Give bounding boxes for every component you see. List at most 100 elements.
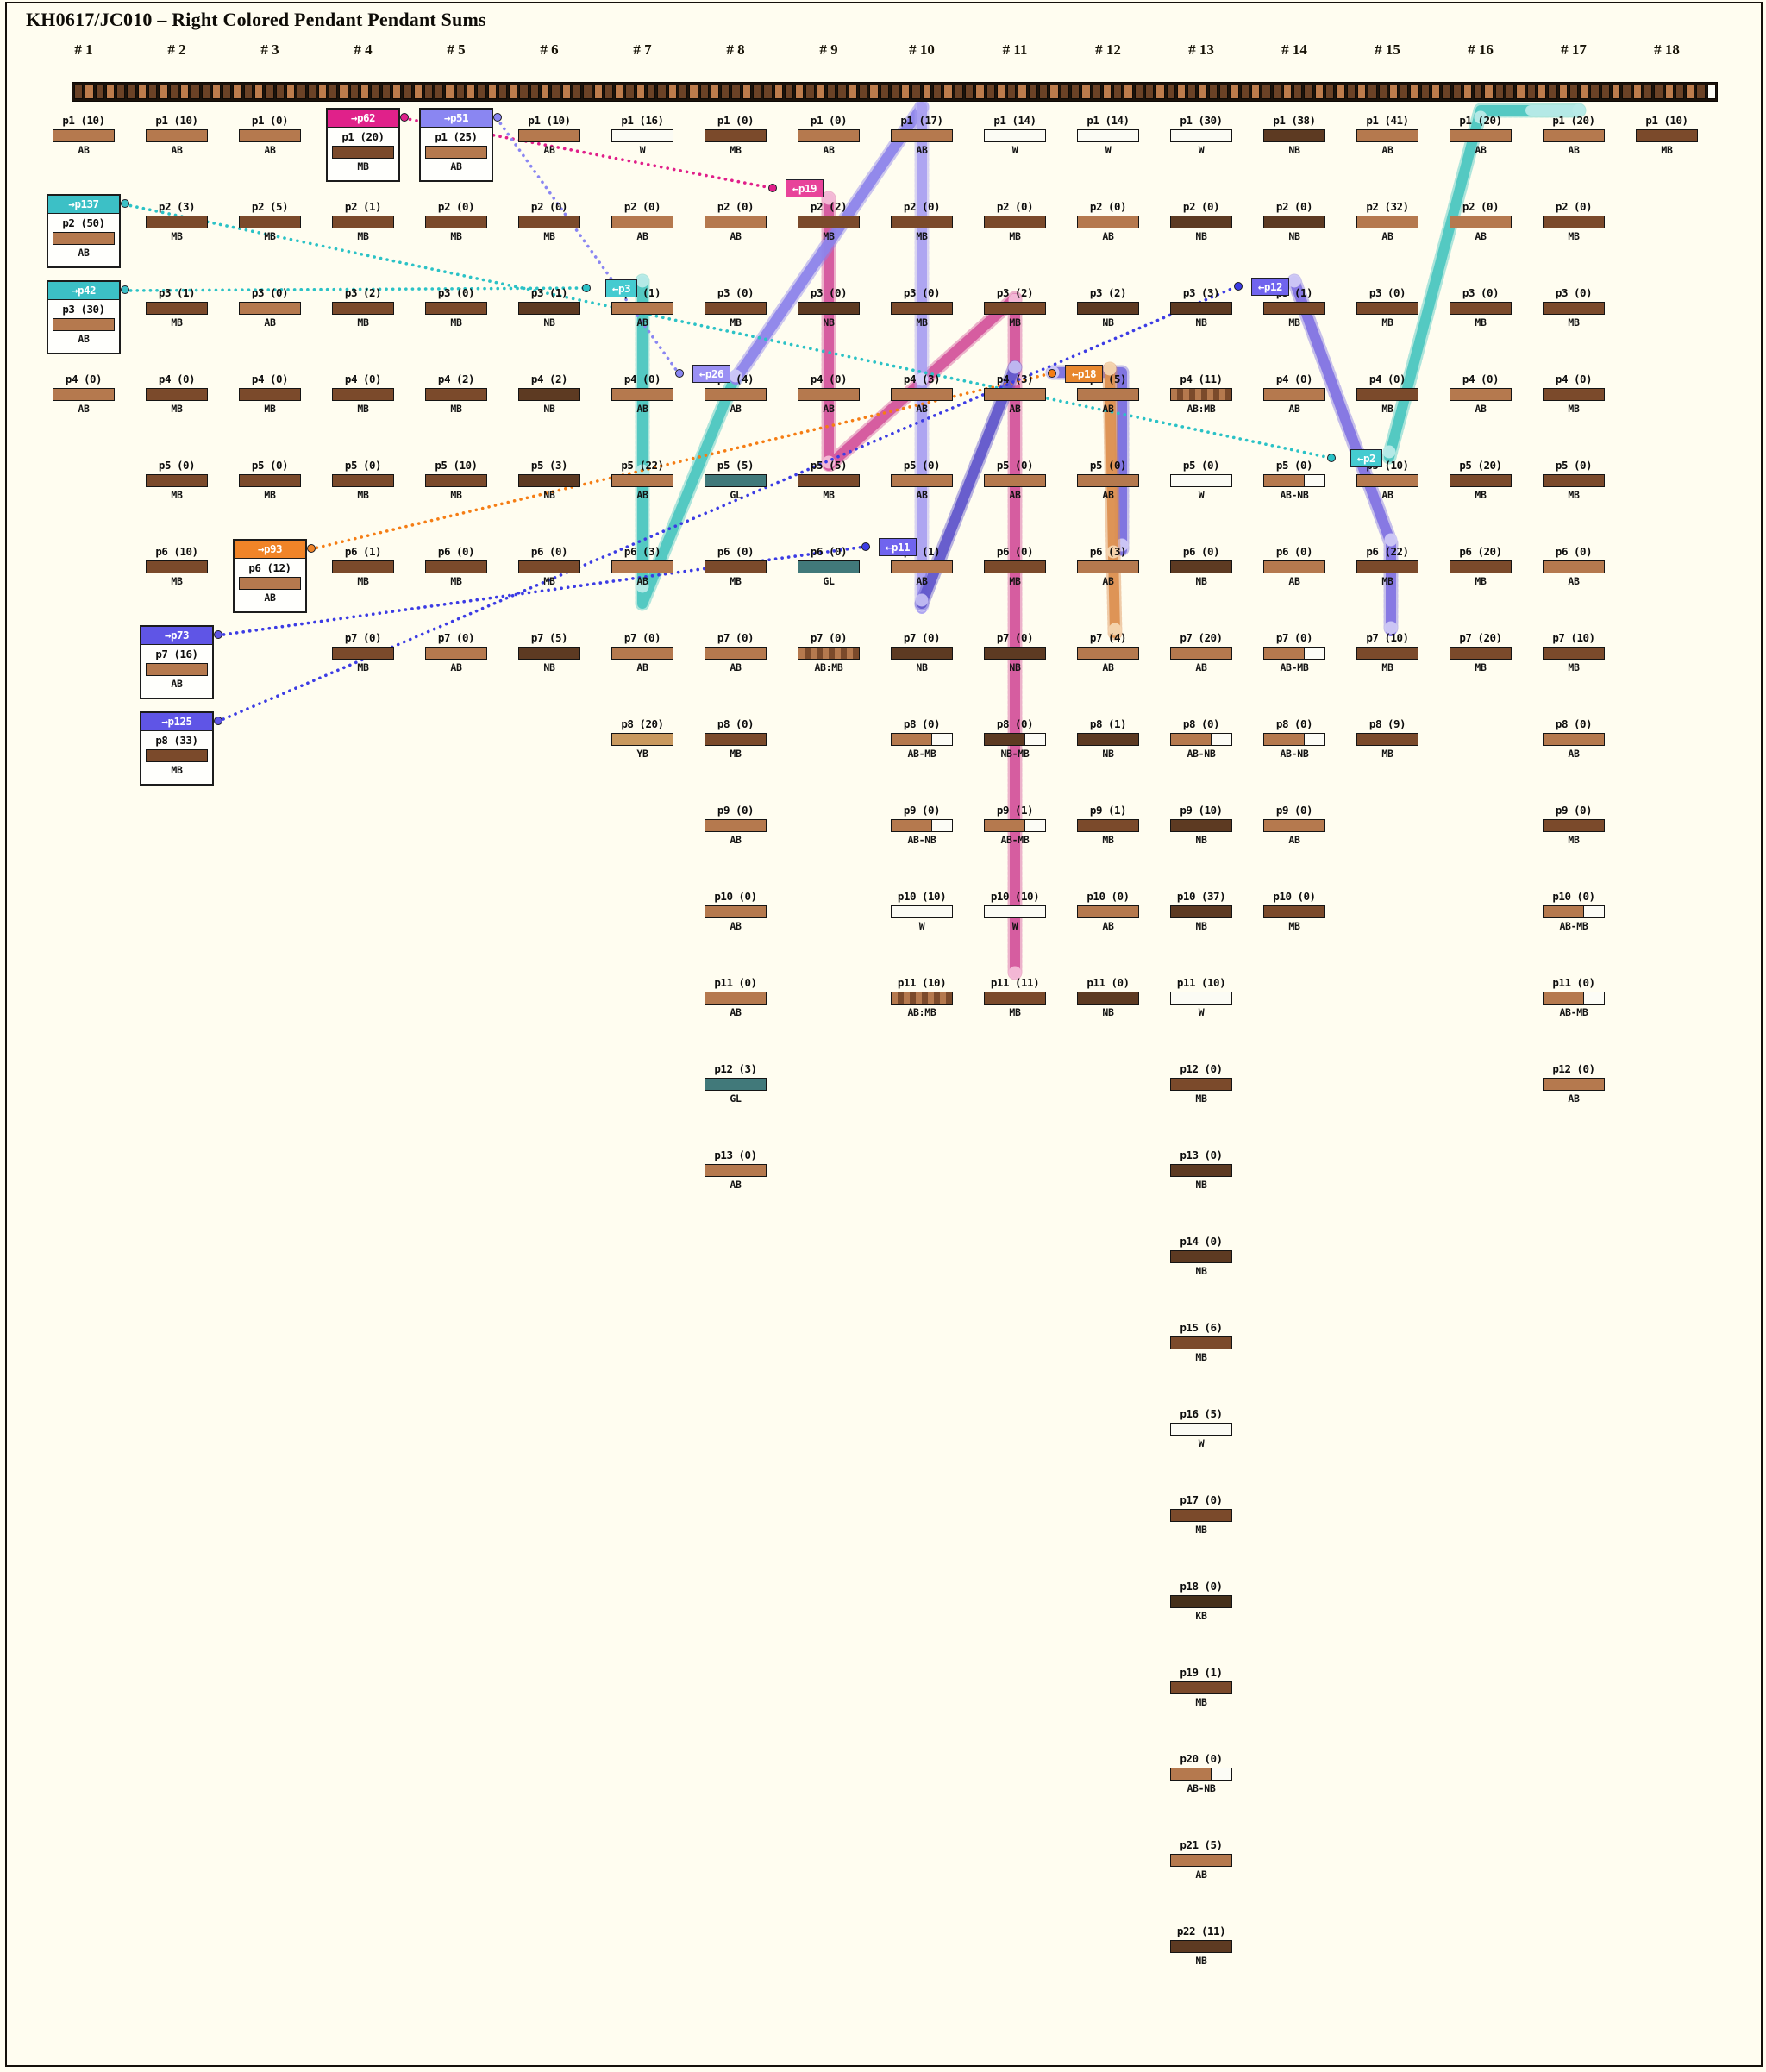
pendant-color-code: NB (1009, 661, 1021, 673)
pattern-segment (403, 85, 412, 99)
pendant-label: p4 (0) (1462, 372, 1500, 385)
pattern-segment (1187, 85, 1197, 99)
connector-line (122, 203, 1332, 460)
pendant-label: p1 (10) (1645, 114, 1688, 127)
pendant-cell: p3 (1) NB (513, 287, 586, 328)
pendant-label: p18 (0) (1180, 1580, 1223, 1593)
pendant-color-code: MB (171, 230, 183, 242)
pendant-cell: p3 (3) NB (1165, 287, 1237, 328)
pendant-bar (1356, 647, 1418, 660)
pendant-color-code: MB (730, 575, 742, 587)
pendant-label: p6 (0) (1182, 545, 1220, 558)
pendant-color-code: AB (1102, 489, 1114, 501)
pendant-label: p10 (37) (1176, 890, 1226, 903)
pattern-segment (169, 85, 178, 99)
pendant-bar (1077, 733, 1139, 746)
pendant-cell: p4 (0) MB (1351, 373, 1424, 414)
pendant-label: p10 (0) (714, 890, 757, 903)
pattern-segment (848, 85, 857, 99)
pendant-label: p6 (3) (1089, 545, 1127, 558)
pendant-label: p2 (0) (717, 200, 755, 213)
pendant-bar (984, 647, 1046, 660)
pendant-color-code: MB (357, 230, 369, 242)
pendant-bar (518, 647, 580, 660)
pendant-bar (611, 216, 673, 228)
pendant-label: p6 (0) (810, 545, 848, 558)
pendant-color-code: AB (78, 403, 90, 415)
pendant-cell: p12 (3) GL (699, 1063, 772, 1104)
pendant-color-code: AB (1475, 144, 1487, 156)
pendant-bar (611, 647, 673, 660)
pattern-segment (753, 85, 762, 99)
pendant-label: p2 (0) (1275, 200, 1313, 213)
pendant-bar (798, 302, 860, 315)
pattern-segment (561, 85, 571, 99)
pendant-bar (1543, 388, 1605, 401)
pendant-color-code: MB (1009, 230, 1021, 242)
pendant-label: p20 (0) (1180, 1752, 1223, 1765)
pendant-cell: p9 (1) AB-MB (979, 804, 1051, 845)
pendant-cell: p1 (0) AB (792, 115, 865, 155)
pendant-cell: p8 (0) AB-MB (886, 718, 958, 759)
pendant-cell: p13 (0) NB (1165, 1149, 1237, 1190)
pendant-cell: p6 (22) MB (1351, 546, 1424, 586)
pendant-cell: p5 (5) GL (699, 460, 772, 500)
pendant-bar (1543, 733, 1605, 746)
pendant-cell: p14 (0) NB (1165, 1236, 1237, 1276)
pendant-label: p5 (3) (530, 459, 568, 472)
pendant-label: p9 (0) (903, 804, 941, 817)
pendant-cell: p1 (0) AB (234, 115, 306, 155)
pattern-segment (1569, 85, 1579, 99)
pendant-bar (891, 302, 953, 315)
pattern-segment (85, 85, 94, 99)
pattern-segment (498, 85, 508, 99)
pendant-label: p1 (30) (1180, 114, 1223, 127)
pendant-label: p4 (3) (996, 372, 1034, 385)
pendant-bar (1077, 647, 1139, 660)
pendant-bar (1543, 905, 1605, 918)
pendant-bar (1077, 474, 1139, 487)
pendant-bar (332, 216, 394, 228)
pattern-segment (593, 85, 603, 99)
pendant-color-code: AB (543, 144, 555, 156)
pendant-cell: p3 (0) MB (699, 287, 772, 328)
pendant-cell: p4 (0) MB (234, 373, 306, 414)
pendant-color-code: AB (636, 575, 648, 587)
pendant-bar (1543, 560, 1605, 573)
pattern-segment (1506, 85, 1515, 99)
pendant-color-code: AB (450, 160, 462, 172)
pendant-cell: p3 (2) MB (979, 287, 1051, 328)
pendant-label: p1 (14) (993, 114, 1036, 127)
pattern-segment (678, 85, 688, 99)
anchor-dot (1327, 454, 1336, 462)
pendant-bar (1077, 388, 1139, 401)
pendant-cell: p7 (0) AB:MB (792, 632, 865, 673)
pendant-cell: p2 (0) MB (1537, 201, 1610, 241)
marker-box: →p42 p3 (30) AB (47, 280, 121, 354)
pattern-segment (689, 85, 698, 99)
pendant-bar (1170, 1940, 1232, 1953)
pendant-label: p2 (32) (1366, 200, 1409, 213)
column-header: # 1 (74, 41, 93, 58)
pendant-color-code: AB (78, 144, 90, 156)
pendant-label: p6 (20) (1459, 545, 1502, 558)
pendant-color-code: NB (1102, 316, 1114, 329)
anchor-dot (400, 113, 409, 122)
pendant-color-code: AB (916, 575, 928, 587)
pendant-color-code: AB (1475, 230, 1487, 242)
pendant-label: p4 (2) (437, 372, 475, 385)
pendant-label: p4 (0) (251, 372, 289, 385)
pendant-bar (1356, 560, 1418, 573)
pendant-bar (1356, 129, 1418, 142)
marker-box: →p125 p8 (33) MB (140, 711, 214, 786)
pendant-bar (1263, 733, 1325, 746)
pendant-label: p2 (0) (1555, 200, 1593, 213)
pendant-cell: p12 (0) AB (1537, 1063, 1610, 1104)
pendant-color-code: MB (1009, 1006, 1021, 1018)
pattern-segment (233, 85, 242, 99)
pendant-color-code: NB (543, 661, 555, 673)
pendant-bar (611, 733, 673, 746)
pendant-color-code: MB (1568, 489, 1580, 501)
pendant-color-code: AB (450, 661, 462, 673)
pendant-cell: p11 (11) MB (979, 977, 1051, 1017)
